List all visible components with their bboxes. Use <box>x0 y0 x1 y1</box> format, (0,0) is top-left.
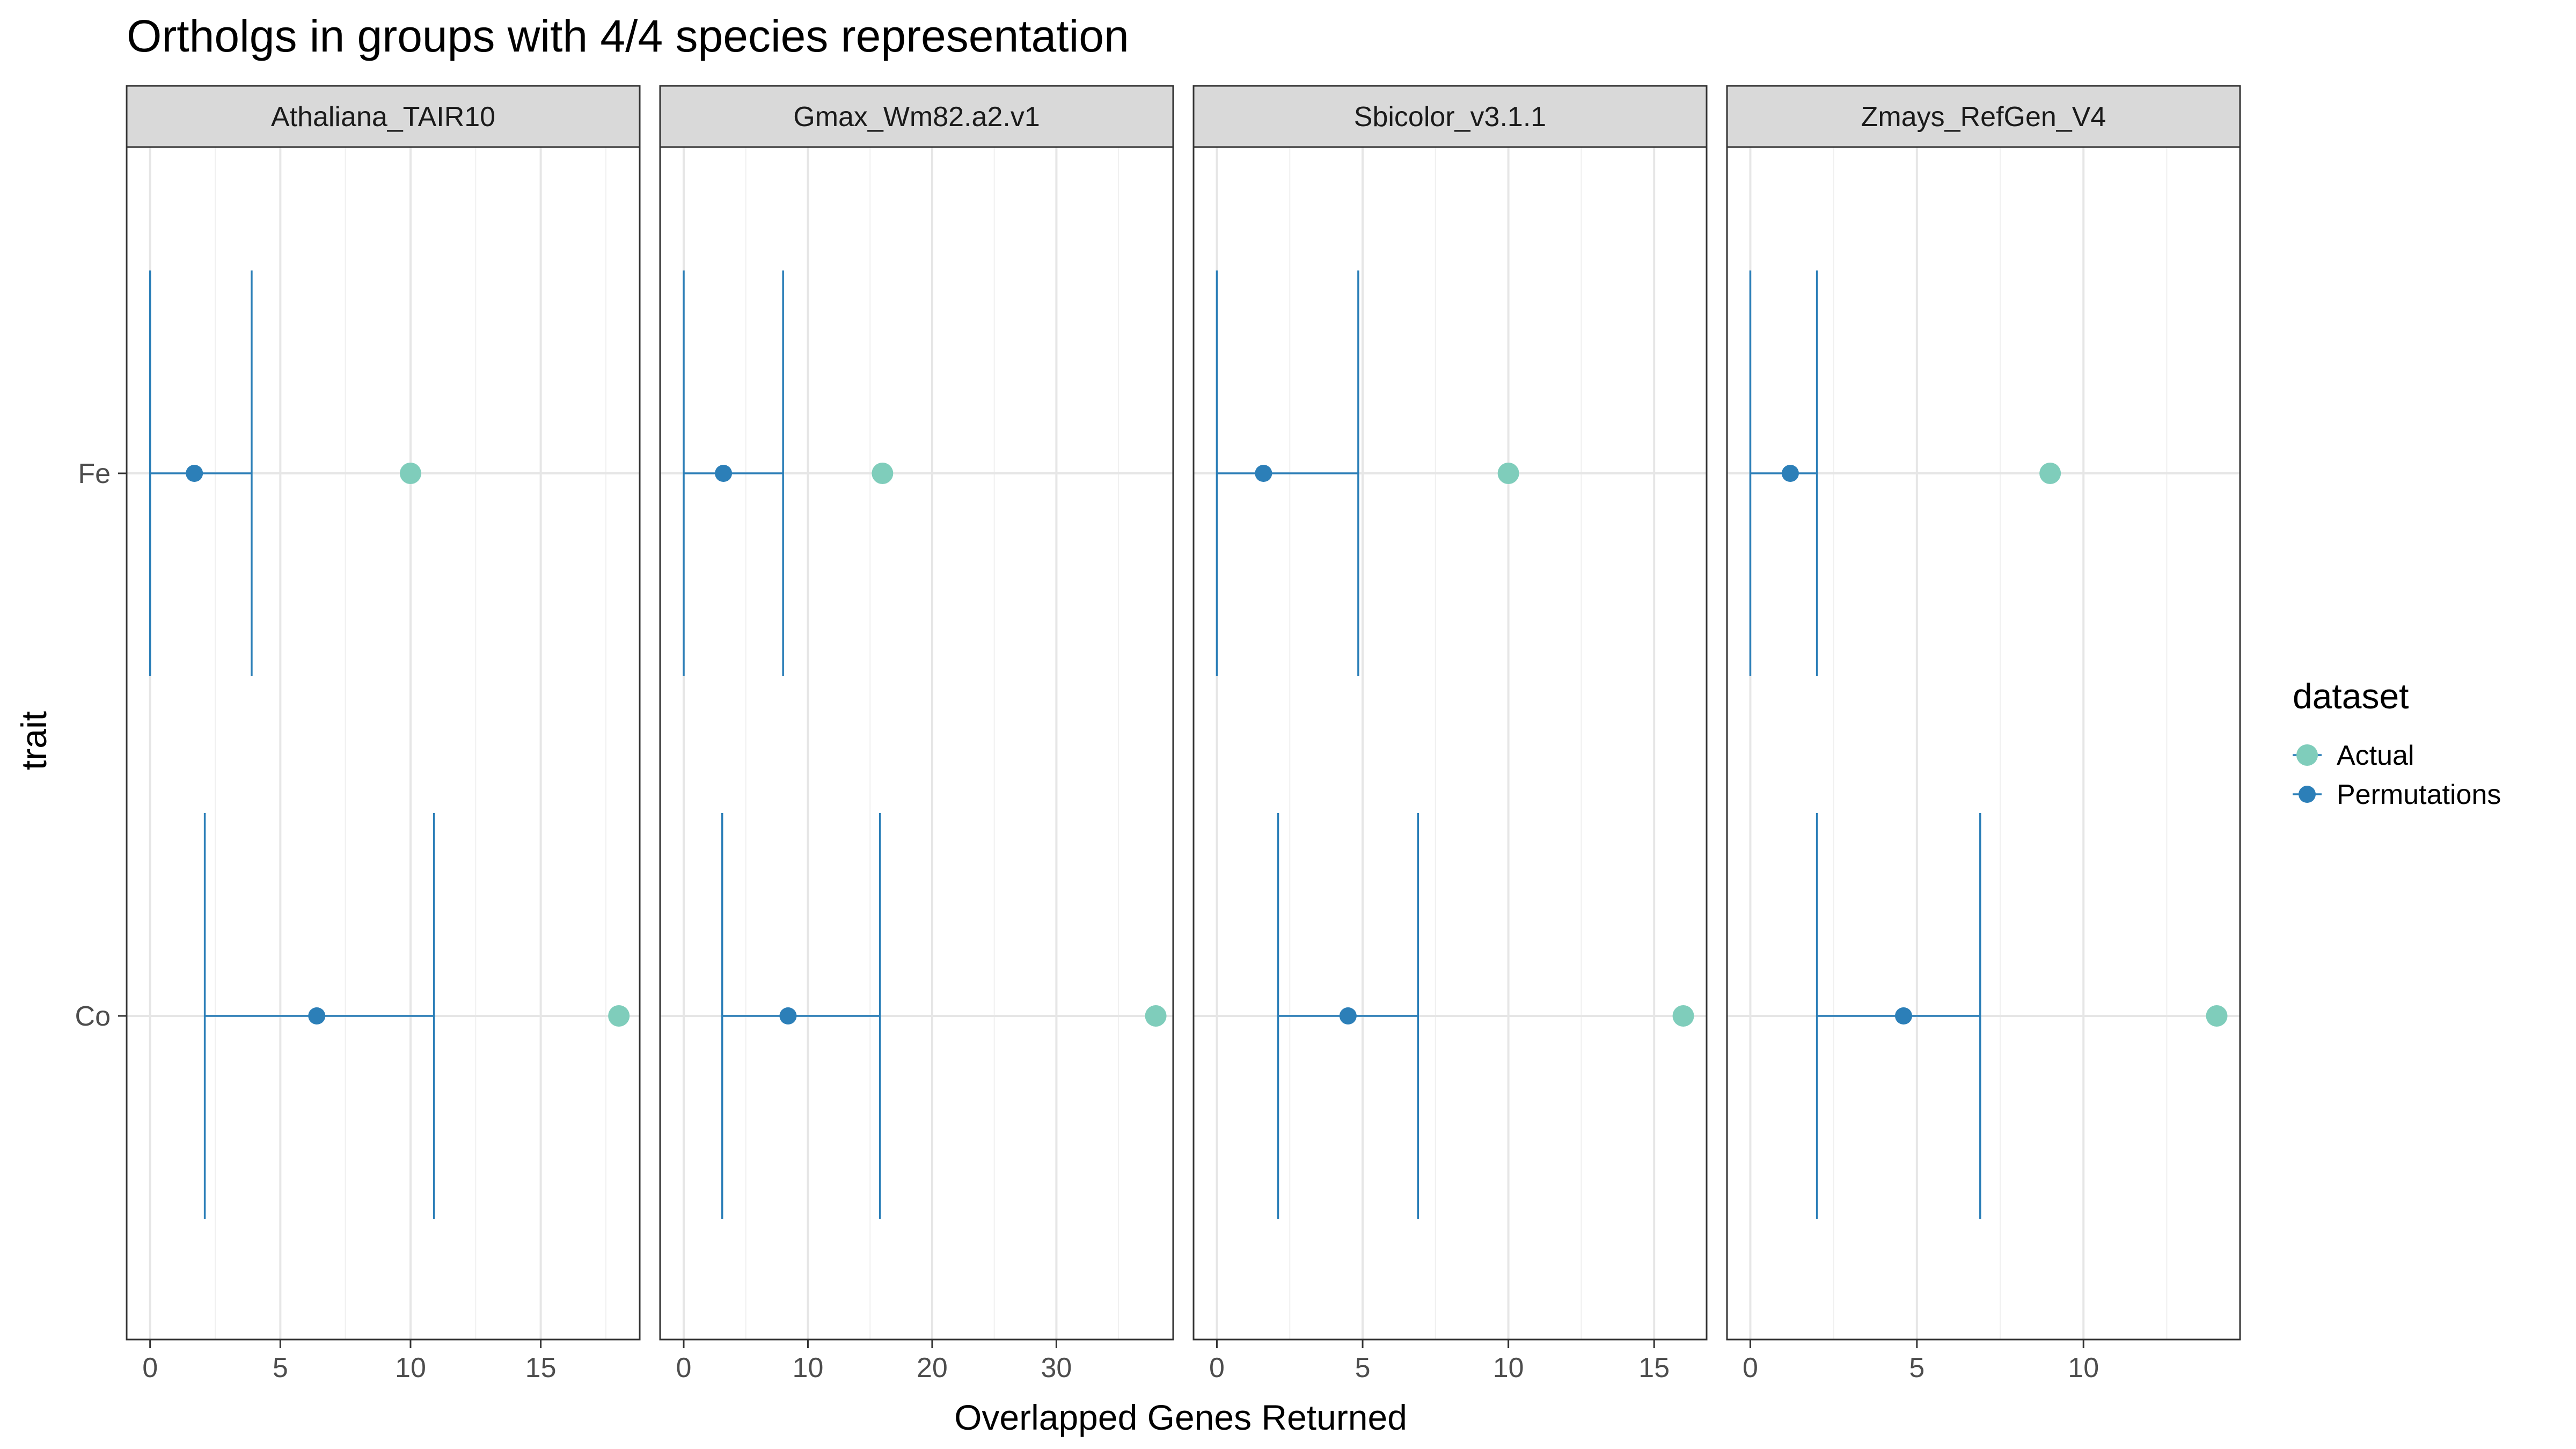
legend-keys: Actual Permutations <box>2293 740 2501 810</box>
legend-label: Actual <box>2337 740 2414 771</box>
actual-point <box>2039 463 2061 484</box>
x-tick-label: 10 <box>2068 1352 2099 1384</box>
permutation-point <box>1339 1007 1357 1024</box>
y-tick-label: Fe <box>78 458 111 489</box>
x-tick-label: 15 <box>1638 1352 1670 1384</box>
permutation-point <box>1781 465 1799 482</box>
x-tick-label: 5 <box>1909 1352 1924 1384</box>
x-tick-label: 10 <box>793 1352 824 1384</box>
x-tick-label: 10 <box>1493 1352 1524 1384</box>
strip-label: Gmax_Wm82.a2.v1 <box>793 101 1040 133</box>
actual-point <box>1497 463 1519 484</box>
legend-title: dataset <box>2293 676 2409 716</box>
actual-point <box>2206 1005 2228 1027</box>
permutation-point <box>1895 1007 1913 1024</box>
legend-key-point <box>2296 744 2318 766</box>
x-tick-label: 5 <box>1355 1352 1371 1384</box>
panel-background <box>660 147 1173 1340</box>
strip-background <box>1192 85 1708 148</box>
actual-point <box>1672 1005 1694 1027</box>
actual-point <box>1145 1005 1167 1027</box>
y-axis: Fe Co <box>75 458 127 1032</box>
x-tick-label: 0 <box>142 1352 158 1384</box>
permutation-point <box>308 1007 326 1024</box>
strip-background <box>659 85 1174 148</box>
actual-point <box>872 463 894 484</box>
x-tick-label: 0 <box>1209 1352 1225 1384</box>
permutation-point <box>1255 465 1272 482</box>
actual-point <box>399 463 421 484</box>
strip-background <box>126 85 641 148</box>
facet-panel: Zmays_RefGen_V4 0 5 10 <box>1726 85 2241 1384</box>
panel-border <box>1726 146 2241 1341</box>
panel-border <box>1192 146 1708 1341</box>
permutation-point <box>779 1007 797 1024</box>
panel-background <box>127 147 640 1340</box>
x-axis-title: Overlapped Genes Returned <box>954 1397 1407 1437</box>
x-tick-label: 0 <box>1743 1352 1758 1384</box>
legend-key: Permutations <box>2293 779 2501 810</box>
facet-panel: Gmax_Wm82.a2.v1 0 10 20 30 <box>659 85 1174 1384</box>
x-tick-label: 5 <box>273 1352 288 1384</box>
permutation-errorbar <box>683 270 784 676</box>
legend: dataset Actual Permutations <box>2293 676 2501 810</box>
strip-background <box>1726 85 2241 148</box>
permutation-errorbar <box>1216 270 1359 676</box>
x-tick-label: 10 <box>395 1352 426 1384</box>
strip-label: Athaliana_TAIR10 <box>271 101 495 133</box>
panel-border <box>126 146 641 1341</box>
x-tick-label: 30 <box>1041 1352 1072 1384</box>
facet-panels: Athaliana_TAIR10 0 5 10 15 Gmax_Wm82.a2.v1 0 10… <box>126 85 2241 1384</box>
legend-label: Permutations <box>2337 779 2501 810</box>
chart-title: Ortholgs in groups with 4/4 species repr… <box>127 11 1129 61</box>
facet-panel: Athaliana_TAIR10 0 5 10 15 <box>126 85 641 1384</box>
y-tick-label: Co <box>75 1001 111 1032</box>
panel-background <box>1727 147 2240 1340</box>
facet-panel: Sbicolor_v3.1.1 0 5 10 15 <box>1192 85 1708 1384</box>
x-tick-label: 0 <box>676 1352 692 1384</box>
legend-key-point <box>2299 786 2316 803</box>
strip-label: Sbicolor_v3.1.1 <box>1354 101 1546 133</box>
legend-key: Actual <box>2293 740 2414 771</box>
panel-border <box>659 146 1174 1341</box>
y-axis-title: trait <box>14 711 54 770</box>
actual-point <box>608 1005 630 1027</box>
permutation-point <box>715 465 733 482</box>
permutation-errorbar <box>721 813 881 1219</box>
panel-background <box>1194 147 1707 1340</box>
x-tick-label: 15 <box>525 1352 557 1384</box>
x-tick-label: 20 <box>917 1352 948 1384</box>
permutation-point <box>186 465 203 482</box>
strip-label: Zmays_RefGen_V4 <box>1861 101 2106 133</box>
